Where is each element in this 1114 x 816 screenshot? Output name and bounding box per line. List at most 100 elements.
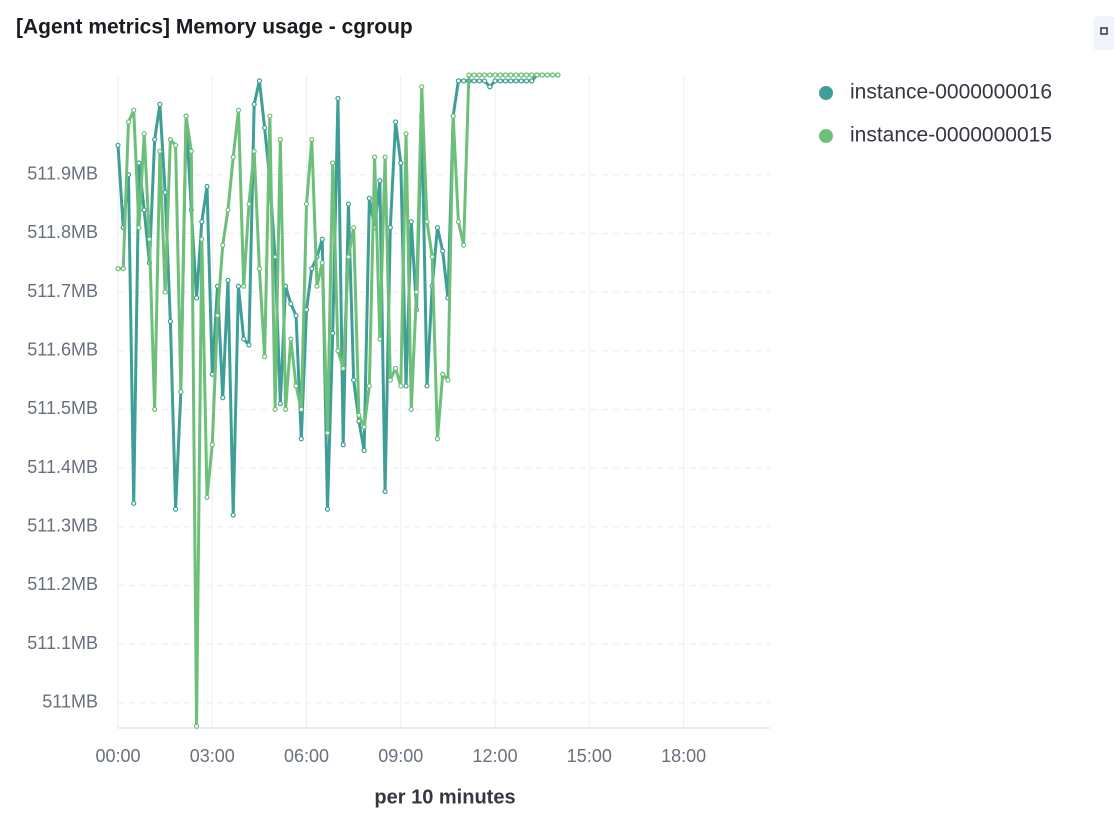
x-tick-label: 06:00: [284, 746, 329, 766]
data-point: [214, 312, 221, 319]
y-tick-label: 511.1MB: [27, 633, 98, 653]
data-point: [377, 178, 383, 184]
data-point: [502, 78, 509, 84]
legend-item[interactable]: instance-0000000016: [819, 81, 1052, 104]
x-tick-label: 15:00: [567, 746, 612, 766]
legend-item[interactable]: instance-0000000015: [819, 124, 1052, 147]
data-point: [282, 406, 289, 413]
data-point: [146, 236, 153, 242]
data-point: [424, 383, 430, 389]
data-point: [267, 113, 273, 119]
data-point: [241, 336, 247, 342]
data-point: [419, 84, 425, 90]
data-point: [157, 101, 163, 107]
data-point: [298, 406, 304, 413]
y-tick-label: 511.7MB: [27, 281, 98, 301]
data-point: [125, 119, 132, 125]
series: [115, 72, 561, 729]
data-point: [398, 383, 404, 389]
data-point: [550, 72, 556, 78]
data-point: [440, 371, 446, 377]
data-point: [193, 295, 200, 301]
data-point: [518, 72, 524, 78]
panel-menu[interactable]: [1093, 16, 1114, 50]
legend-swatch: [819, 86, 833, 100]
data-point: [220, 242, 226, 248]
x-tick-label: 12:00: [473, 746, 518, 766]
x-tick-label: 09:00: [378, 746, 423, 766]
data-point: [408, 406, 414, 413]
data-point: [392, 365, 399, 371]
data-point: [288, 336, 294, 342]
data-point: [544, 72, 551, 78]
data-point: [330, 160, 336, 166]
data-point: [356, 412, 362, 418]
data-point: [309, 266, 315, 272]
data-point: [345, 254, 352, 260]
data-point: [476, 72, 482, 78]
data-point: [387, 224, 393, 231]
data-point: [131, 107, 137, 113]
data-point: [424, 219, 430, 225]
panel-menu-icon: [1100, 27, 1108, 35]
data-point: [382, 154, 388, 160]
data-point: [361, 424, 367, 430]
data-point: [366, 383, 372, 389]
data-point: [377, 336, 383, 342]
data-point: [251, 148, 257, 154]
data-point: [492, 72, 498, 78]
data-point: [487, 72, 493, 78]
data-point: [555, 72, 561, 78]
data-point: [539, 72, 545, 78]
data-point: [461, 78, 467, 84]
data-point: [487, 84, 493, 90]
data-point: [225, 207, 231, 213]
data-point: [450, 113, 456, 119]
data-point: [167, 318, 173, 325]
data-point: [136, 224, 142, 231]
data-point: [366, 195, 372, 201]
data-point: [455, 78, 462, 84]
data-point: [141, 207, 147, 213]
data-point: [199, 236, 205, 242]
legend-label: instance-0000000016: [850, 81, 1052, 104]
data-point: [277, 400, 283, 407]
data-point: [309, 136, 315, 143]
data-point: [293, 312, 299, 319]
data-point: [230, 154, 236, 160]
data-point: [481, 78, 488, 84]
data-point: [461, 242, 467, 248]
data-point: [345, 201, 352, 207]
data-point: [476, 78, 482, 84]
data-point: [152, 136, 158, 143]
data-point: [361, 447, 367, 454]
data-point: [277, 136, 283, 143]
data-point: [262, 354, 268, 360]
data-point: [314, 283, 320, 289]
y-tick-label: 511MB: [42, 692, 98, 712]
data-point: [497, 78, 503, 84]
data-point: [392, 119, 399, 125]
y-tick-label: 511.2MB: [27, 574, 98, 594]
data-point: [429, 254, 435, 260]
data-point: [178, 389, 184, 395]
data-point: [534, 72, 540, 78]
data-point: [403, 131, 409, 137]
data-point: [183, 113, 189, 119]
data-point: [241, 283, 247, 289]
data-point: [262, 125, 268, 131]
data-point: [502, 72, 509, 78]
data-point: [529, 72, 535, 78]
x-tick-label: 00:00: [95, 746, 140, 766]
data-point: [382, 488, 388, 495]
data-point: [256, 78, 262, 84]
data-point: [193, 723, 200, 729]
data-point: [492, 78, 498, 84]
data-point: [440, 248, 446, 254]
data-point: [173, 142, 179, 149]
data-point: [288, 301, 294, 307]
data-point: [434, 436, 441, 442]
data-point: [497, 72, 503, 78]
